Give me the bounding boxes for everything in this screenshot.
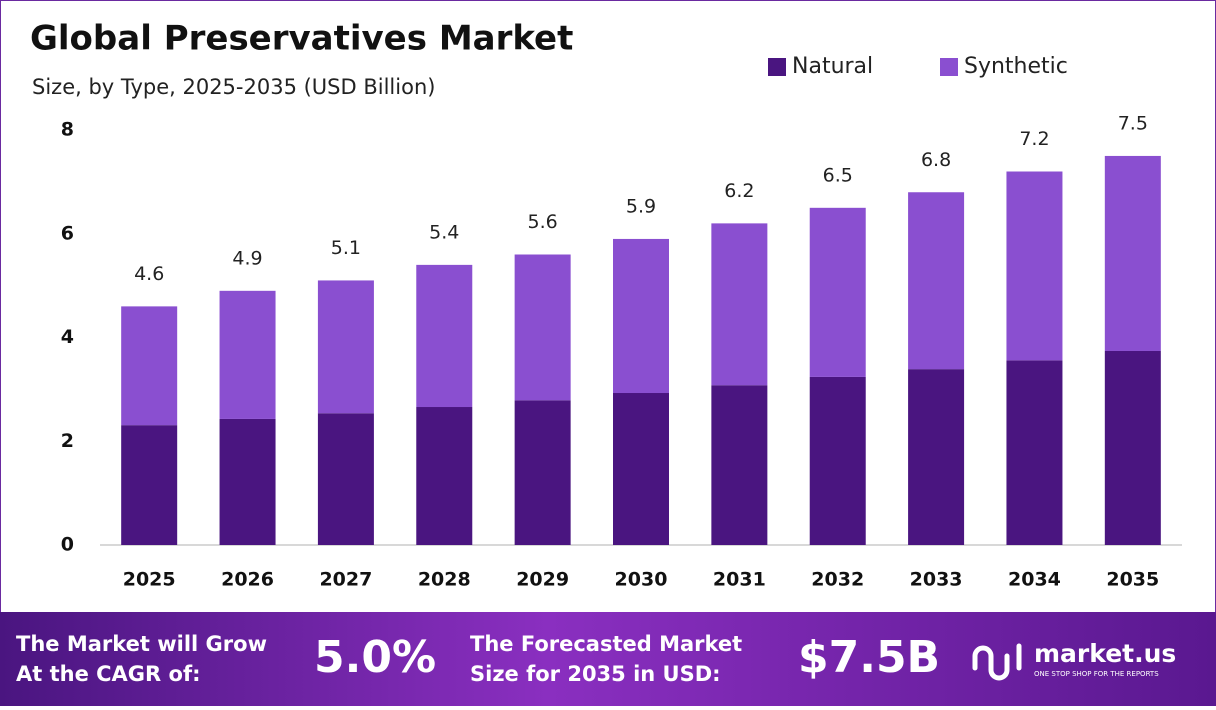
bar-segment bbox=[809, 207, 866, 377]
bar-segment bbox=[613, 238, 669, 394]
footer-band bbox=[0, 612, 1216, 706]
bar-segment bbox=[317, 413, 374, 545]
brand-tagline: ONE STOP SHOP FOR THE REPORTS bbox=[1034, 670, 1159, 678]
total-label: 6.8 bbox=[921, 149, 951, 171]
bar-segment bbox=[121, 425, 178, 545]
footer-text: At the CAGR of: bbox=[16, 662, 201, 686]
bar-segment bbox=[1104, 350, 1161, 545]
x-tick-label: 2034 bbox=[1008, 569, 1061, 591]
footer-value: 5.0% bbox=[314, 632, 436, 683]
footer-value: $7.5B bbox=[798, 632, 940, 683]
y-tick-label: 6 bbox=[61, 222, 74, 244]
y-tick-label: 8 bbox=[61, 119, 74, 141]
footer-text: The Market will Grow bbox=[16, 632, 267, 656]
bar-segment bbox=[416, 407, 473, 545]
y-tick-label: 0 bbox=[61, 534, 74, 556]
x-tick-label: 2035 bbox=[1106, 569, 1159, 591]
bar-segment bbox=[908, 192, 965, 370]
x-tick-label: 2026 bbox=[221, 569, 274, 591]
y-tick-label: 4 bbox=[61, 326, 74, 348]
total-label: 7.2 bbox=[1019, 128, 1049, 150]
bar-segment bbox=[121, 306, 178, 426]
bar-segment bbox=[219, 418, 276, 545]
bar-segment bbox=[514, 254, 571, 401]
bar-segment bbox=[514, 400, 571, 545]
chart-subtitle: Size, by Type, 2025-2035 (USD Billion) bbox=[32, 75, 435, 99]
total-label: 7.5 bbox=[1118, 112, 1148, 134]
legend-swatch bbox=[768, 58, 786, 76]
total-label: 5.6 bbox=[528, 211, 558, 233]
x-tick-label: 2029 bbox=[516, 569, 569, 591]
y-tick-label: 2 bbox=[61, 430, 74, 452]
legend-swatch bbox=[940, 58, 958, 76]
legend-label: Natural bbox=[792, 54, 873, 79]
bar-segment bbox=[711, 223, 768, 386]
x-tick-label: 2025 bbox=[123, 569, 176, 591]
x-tick-label: 2028 bbox=[418, 569, 471, 591]
bar-segment bbox=[711, 385, 768, 545]
bar-segment bbox=[1006, 360, 1063, 545]
x-tick-label: 2032 bbox=[811, 569, 864, 591]
bar-segment bbox=[219, 290, 276, 419]
bar-segment bbox=[908, 369, 965, 545]
total-label: 6.2 bbox=[724, 180, 754, 202]
footer-text: Size for 2035 in USD: bbox=[470, 662, 721, 686]
bar-segment bbox=[613, 393, 669, 545]
total-label: 5.1 bbox=[331, 237, 361, 259]
bar-segment bbox=[1006, 171, 1063, 361]
x-tick-label: 2027 bbox=[319, 569, 372, 591]
total-label: 4.6 bbox=[134, 263, 164, 285]
legend-label: Synthetic bbox=[964, 54, 1068, 79]
total-label: 5.9 bbox=[626, 195, 656, 217]
total-label: 5.4 bbox=[429, 221, 459, 243]
total-label: 6.5 bbox=[823, 164, 853, 186]
total-label: 4.9 bbox=[232, 247, 262, 269]
brand-name: market.us bbox=[1034, 639, 1176, 668]
bar-segment bbox=[809, 376, 866, 545]
bar-segment bbox=[416, 264, 473, 408]
x-tick-label: 2031 bbox=[713, 569, 766, 591]
bar-segment bbox=[317, 280, 374, 414]
x-tick-label: 2030 bbox=[615, 569, 668, 591]
brand-logo bbox=[972, 643, 1022, 681]
x-tick-label: 2033 bbox=[910, 569, 963, 591]
bar-segment bbox=[1104, 155, 1161, 351]
footer-text: The Forecasted Market bbox=[470, 632, 742, 656]
chart-title: Global Preservatives Market bbox=[30, 19, 573, 59]
